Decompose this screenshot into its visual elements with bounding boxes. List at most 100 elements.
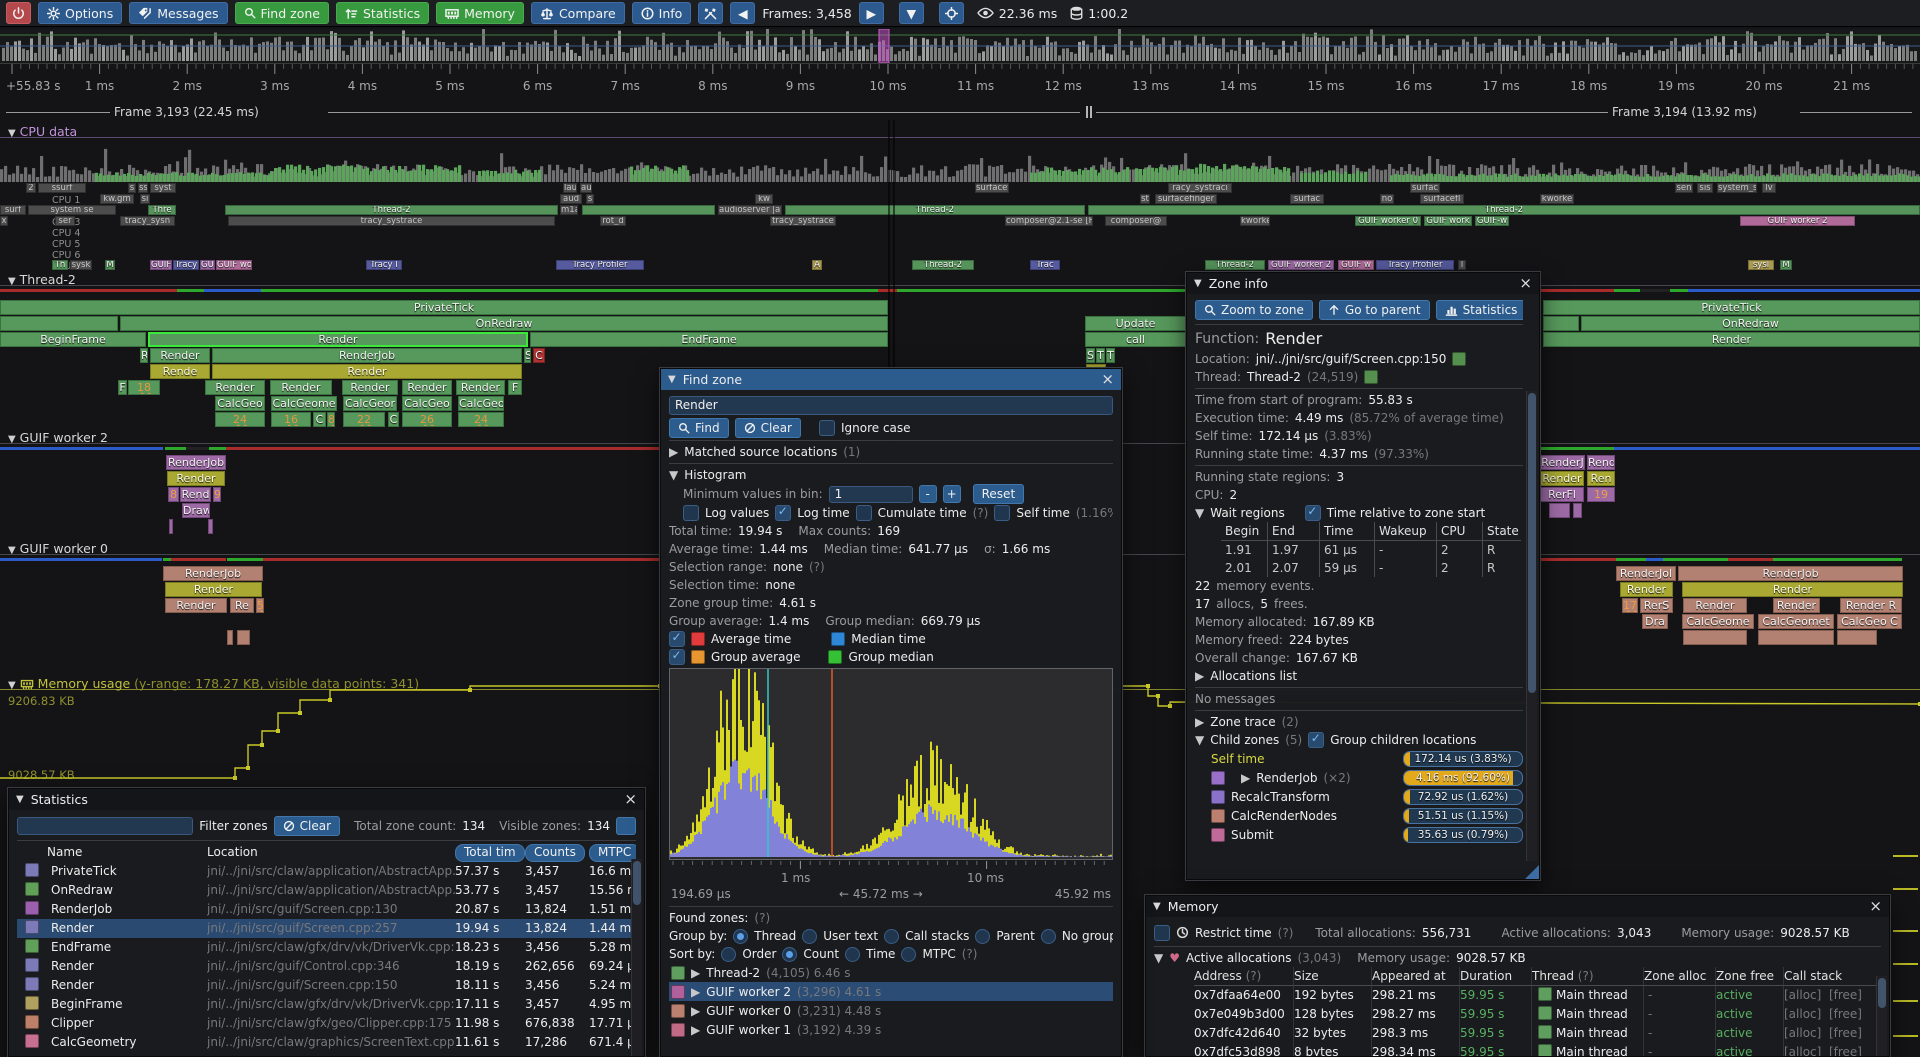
timeline-zone[interactable]: Re bbox=[230, 598, 254, 613]
timeline-zone[interactable]: 8 bbox=[327, 412, 335, 427]
timeline-zone[interactable]: OnRedraw bbox=[120, 316, 888, 331]
expand-caret-icon[interactable]: ▶ bbox=[1195, 715, 1205, 729]
timeline-zone[interactable] bbox=[237, 630, 250, 645]
stats-total-time[interactable]: 57.37 s bbox=[455, 864, 500, 878]
compare-button[interactable]: Compare bbox=[530, 2, 625, 24]
alloc-appeared[interactable]: 298.34 ms bbox=[1372, 1043, 1460, 1056]
cpu-zone[interactable]: aud bbox=[560, 194, 582, 204]
decrement-button[interactable]: - bbox=[918, 485, 937, 503]
close-icon[interactable]: × bbox=[1519, 274, 1532, 292]
child-zone-row[interactable]: RecalcTransform 72.92 us (1.62%) bbox=[1195, 787, 1523, 806]
cpu-zone[interactable]: syst bbox=[150, 183, 176, 193]
timeline-zone[interactable]: CalcGeome bbox=[1682, 614, 1754, 629]
cpu-zone[interactable]: GUIF work bbox=[1424, 216, 1472, 226]
stats-counts[interactable]: 3,457 bbox=[525, 883, 560, 897]
timeline-zone[interactable]: 24 bbox=[458, 412, 504, 427]
frame-set-button[interactable]: ▼ bbox=[898, 2, 924, 24]
cpu-zone[interactable]: surfacef bbox=[975, 183, 1009, 193]
sort-by-radio-count[interactable] bbox=[782, 946, 798, 962]
stats-mtpc[interactable]: 15.56 ms bbox=[589, 883, 636, 897]
alloc-zone-alloc[interactable]: - bbox=[1644, 1005, 1716, 1024]
timeline-zone[interactable]: EndFrame bbox=[530, 332, 888, 347]
collapse-caret-icon[interactable]: ▼ bbox=[16, 794, 24, 805]
increment-button[interactable]: + bbox=[942, 485, 961, 503]
timeline-zone[interactable] bbox=[1573, 503, 1582, 518]
goto-frame-button[interactable] bbox=[938, 2, 964, 24]
expand-caret-icon[interactable]: ▶ bbox=[1241, 770, 1251, 785]
go-to-parent-button[interactable]: Go to parent bbox=[1318, 300, 1430, 320]
timeline-zone[interactable]: PrivateTick bbox=[1543, 300, 1920, 315]
collapse-caret-icon[interactable]: ▼ bbox=[1195, 506, 1205, 520]
statistics-titlebar[interactable]: ▼ Statistics × bbox=[9, 789, 644, 810]
alloc-thread[interactable]: Main thread bbox=[1532, 1005, 1644, 1024]
stats-zone-name[interactable]: CalcGeometry bbox=[51, 1035, 137, 1049]
timeline-zone[interactable]: R bbox=[140, 348, 148, 363]
thread-header-thread-2[interactable]: ▼ Thread-2 bbox=[0, 272, 1920, 287]
timeline-zone[interactable]: Ren bbox=[1587, 471, 1615, 486]
stats-location[interactable]: jni/../jni/src/guif/Screen.cpp:130 bbox=[207, 902, 398, 916]
timeline-zone[interactable]: RenderJob bbox=[1678, 566, 1903, 581]
cpu-zone[interactable]: audioserver |audio bbox=[718, 205, 782, 215]
stats-mtpc[interactable]: 5.28 ms bbox=[589, 940, 636, 954]
close-icon[interactable]: × bbox=[624, 790, 637, 808]
zone-info-titlebar[interactable]: ▼ Zone info × bbox=[1187, 273, 1539, 294]
cpu-zone[interactable]: surfacefinger bbox=[1155, 194, 1217, 204]
stats-total-time[interactable]: 17.11 s bbox=[455, 997, 500, 1011]
cpu-zone[interactable]: Tracy Profiler bbox=[1376, 260, 1454, 270]
messages-button[interactable]: Messages bbox=[129, 2, 228, 24]
alloc-appeared[interactable]: 298.27 ms bbox=[1372, 1005, 1460, 1024]
zoom-to-zone-button[interactable]: Zoom to zone bbox=[1195, 300, 1313, 320]
timeline-zone[interactable]: S bbox=[1086, 348, 1095, 363]
clear-filter-button[interactable]: Clear bbox=[273, 816, 341, 836]
group-by-radio-parent[interactable] bbox=[975, 928, 991, 944]
timeline-zone[interactable]: Render bbox=[1540, 471, 1584, 486]
timeline-zone[interactable]: Rend bbox=[180, 487, 211, 502]
timeline-zone[interactable]: 18 bbox=[128, 380, 160, 395]
stats-zone-name[interactable]: BeginFrame bbox=[51, 997, 123, 1011]
timeline-zone[interactable]: Draw bbox=[182, 503, 210, 518]
alloc-col-header[interactable]: Duration bbox=[1460, 967, 1532, 986]
expand-caret-icon[interactable]: ▶ bbox=[691, 965, 701, 980]
stats-col-header[interactable]: Counts bbox=[525, 843, 589, 862]
stats-mtpc[interactable]: 16.6 ms bbox=[589, 864, 636, 878]
sort-by-radio-mtpc[interactable] bbox=[901, 946, 917, 962]
cpu-zone[interactable]: Tracy Profiler bbox=[556, 260, 644, 270]
stats-mtpc[interactable]: 17.71 µs bbox=[589, 1016, 636, 1030]
alloc-col-header[interactable]: Thread (?) bbox=[1532, 967, 1644, 986]
cpu-zone[interactable]: sysk bbox=[70, 260, 92, 270]
alloc-duration[interactable]: 59.95 s bbox=[1460, 986, 1532, 1005]
memory-button[interactable]: Memory bbox=[436, 2, 524, 24]
cpu-zone[interactable]: GUIF w bbox=[1338, 260, 1374, 270]
timeline-zone[interactable]: Render bbox=[212, 364, 522, 379]
stats-total-time[interactable]: 20.87 s bbox=[455, 902, 500, 916]
close-icon[interactable]: × bbox=[1101, 370, 1114, 388]
alloc-thread[interactable]: Main thread bbox=[1532, 1024, 1644, 1043]
timeline-zone[interactable]: C bbox=[313, 412, 326, 427]
stats-location[interactable]: jni/../jni/src/claw/gfx/drv/vk/DriverVk.… bbox=[207, 940, 455, 954]
cpu-zone[interactable]: surfac bbox=[1290, 194, 1324, 204]
cpu-zone[interactable]: rot_d bbox=[600, 216, 626, 226]
info-button[interactable]: Info bbox=[631, 2, 692, 24]
reset-button[interactable]: Reset bbox=[972, 484, 1025, 504]
stats-mtpc[interactable]: 1.51 ms bbox=[589, 902, 636, 916]
alloc-duration[interactable]: 59.95 s bbox=[1460, 1005, 1532, 1024]
stats-col-header[interactable]: Total tim bbox=[455, 843, 525, 862]
timeline-zone[interactable]: OnRedraw bbox=[1581, 316, 1920, 331]
timeline-zone[interactable]: T bbox=[1096, 348, 1105, 363]
cpu-zone[interactable]: au bbox=[580, 183, 592, 193]
cpu-zone[interactable]: Th bbox=[52, 260, 68, 270]
stats-mtpc[interactable]: 671.4 µs bbox=[589, 1035, 636, 1049]
find-button[interactable]: Find bbox=[669, 418, 729, 438]
stats-counts[interactable]: 3,457 bbox=[525, 997, 560, 1011]
timeline-zone[interactable]: BeginFrame bbox=[0, 332, 146, 347]
timeline-zone[interactable]: F bbox=[118, 380, 127, 395]
timeline-zone[interactable]: Dra bbox=[1642, 614, 1668, 629]
alloc-call-stack[interactable]: [alloc] [free] bbox=[1784, 1045, 1862, 1057]
alloc-zone-alloc[interactable]: - bbox=[1644, 986, 1716, 1005]
stats-total-time[interactable]: 11.61 s bbox=[455, 1035, 500, 1049]
expand-caret-icon[interactable]: ▶ bbox=[691, 984, 701, 999]
found-zone-group[interactable]: ▶ GUIF worker 1 (3,192) 4.39 s bbox=[669, 1020, 1113, 1039]
timeline-zone[interactable]: Render bbox=[165, 598, 227, 613]
memory-titlebar[interactable]: ▼ Memory × bbox=[1146, 896, 1889, 917]
timeline-zone[interactable]: CalcGeor bbox=[343, 396, 397, 411]
